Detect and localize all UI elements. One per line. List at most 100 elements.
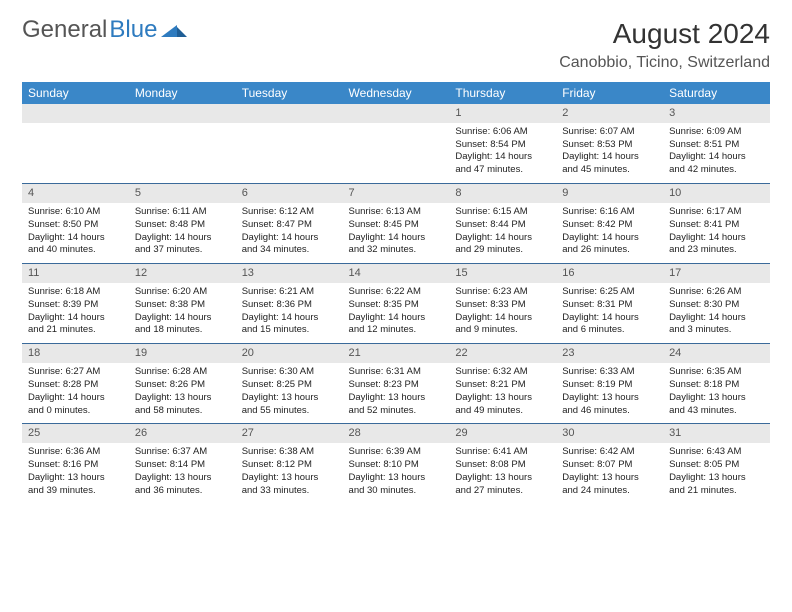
daylight-text: Daylight: 14 hours (242, 232, 337, 245)
sunset-text: Sunset: 8:14 PM (135, 459, 230, 472)
calendar-cell: 31Sunrise: 6:43 AMSunset: 8:05 PMDayligh… (663, 424, 770, 504)
cell-body: Sunrise: 6:39 AMSunset: 8:10 PMDaylight:… (343, 443, 450, 503)
sunrise-text: Sunrise: 6:31 AM (349, 366, 444, 379)
cell-body: Sunrise: 6:35 AMSunset: 8:18 PMDaylight:… (663, 363, 770, 423)
daylight-text: Daylight: 13 hours (242, 392, 337, 405)
daylight-text: and 47 minutes. (455, 164, 550, 177)
daylight-text: Daylight: 14 hours (28, 232, 123, 245)
daylight-text: and 6 minutes. (562, 324, 657, 337)
day-number: 12 (129, 264, 236, 283)
brand-mark-icon (161, 18, 187, 42)
calendar-cell: 27Sunrise: 6:38 AMSunset: 8:12 PMDayligh… (236, 424, 343, 504)
daylight-text: and 55 minutes. (242, 405, 337, 418)
sunset-text: Sunset: 8:30 PM (669, 299, 764, 312)
daylight-text: and 43 minutes. (669, 405, 764, 418)
sunset-text: Sunset: 8:41 PM (669, 219, 764, 232)
day-number: 14 (343, 264, 450, 283)
day-number: 26 (129, 424, 236, 443)
daylight-text: Daylight: 13 hours (669, 472, 764, 485)
daylight-text: Daylight: 14 hours (455, 312, 550, 325)
sunset-text: Sunset: 8:53 PM (562, 139, 657, 152)
day-number: 10 (663, 184, 770, 203)
calendar-cell: 4Sunrise: 6:10 AMSunset: 8:50 PMDaylight… (22, 184, 129, 264)
daylight-text: Daylight: 13 hours (455, 392, 550, 405)
daylight-text: Daylight: 13 hours (562, 392, 657, 405)
cell-body: Sunrise: 6:36 AMSunset: 8:16 PMDaylight:… (22, 443, 129, 503)
sunrise-text: Sunrise: 6:26 AM (669, 286, 764, 299)
daylight-text: Daylight: 13 hours (349, 472, 444, 485)
day-number: 16 (556, 264, 663, 283)
cell-body: Sunrise: 6:15 AMSunset: 8:44 PMDaylight:… (449, 203, 556, 263)
day-number: 13 (236, 264, 343, 283)
cell-body: Sunrise: 6:31 AMSunset: 8:23 PMDaylight:… (343, 363, 450, 423)
sunset-text: Sunset: 8:08 PM (455, 459, 550, 472)
sunset-text: Sunset: 8:35 PM (349, 299, 444, 312)
calendar-cell: 9Sunrise: 6:16 AMSunset: 8:42 PMDaylight… (556, 184, 663, 264)
daylight-text: Daylight: 14 hours (135, 232, 230, 245)
cell-body: Sunrise: 6:38 AMSunset: 8:12 PMDaylight:… (236, 443, 343, 503)
sunset-text: Sunset: 8:16 PM (28, 459, 123, 472)
calendar-cell: 8Sunrise: 6:15 AMSunset: 8:44 PMDaylight… (449, 184, 556, 264)
day-number: 23 (556, 344, 663, 363)
header: General Blue August 2024 Canobbio, Ticin… (22, 18, 770, 72)
calendar-cell: 23Sunrise: 6:33 AMSunset: 8:19 PMDayligh… (556, 344, 663, 424)
calendar-cell: 10Sunrise: 6:17 AMSunset: 8:41 PMDayligh… (663, 184, 770, 264)
sunrise-text: Sunrise: 6:12 AM (242, 206, 337, 219)
day-number: 25 (22, 424, 129, 443)
calendar-cell: 24Sunrise: 6:35 AMSunset: 8:18 PMDayligh… (663, 344, 770, 424)
day-number: 9 (556, 184, 663, 203)
calendar-cell: 18Sunrise: 6:27 AMSunset: 8:28 PMDayligh… (22, 344, 129, 424)
cell-body: Sunrise: 6:06 AMSunset: 8:54 PMDaylight:… (449, 123, 556, 183)
day-number: 30 (556, 424, 663, 443)
calendar-cell: 14Sunrise: 6:22 AMSunset: 8:35 PMDayligh… (343, 264, 450, 344)
sunrise-text: Sunrise: 6:25 AM (562, 286, 657, 299)
sunset-text: Sunset: 8:54 PM (455, 139, 550, 152)
day-number: 18 (22, 344, 129, 363)
sunrise-text: Sunrise: 6:32 AM (455, 366, 550, 379)
day-number: 27 (236, 424, 343, 443)
sunrise-text: Sunrise: 6:21 AM (242, 286, 337, 299)
day-number: 4 (22, 184, 129, 203)
day-header: Friday (556, 82, 663, 104)
sunrise-text: Sunrise: 6:09 AM (669, 126, 764, 139)
sunrise-text: Sunrise: 6:37 AM (135, 446, 230, 459)
cell-body: Sunrise: 6:12 AMSunset: 8:47 PMDaylight:… (236, 203, 343, 263)
sunset-text: Sunset: 8:51 PM (669, 139, 764, 152)
sunrise-text: Sunrise: 6:22 AM (349, 286, 444, 299)
calendar-week: 1Sunrise: 6:06 AMSunset: 8:54 PMDaylight… (22, 104, 770, 184)
sunset-text: Sunset: 8:44 PM (455, 219, 550, 232)
daylight-text: and 42 minutes. (669, 164, 764, 177)
sunrise-text: Sunrise: 6:42 AM (562, 446, 657, 459)
calendar-cell (129, 104, 236, 184)
calendar-cell: 2Sunrise: 6:07 AMSunset: 8:53 PMDaylight… (556, 104, 663, 184)
daylight-text: Daylight: 13 hours (135, 392, 230, 405)
day-number: 17 (663, 264, 770, 283)
daylight-text: Daylight: 14 hours (28, 312, 123, 325)
sunrise-text: Sunrise: 6:20 AM (135, 286, 230, 299)
cell-body: Sunrise: 6:37 AMSunset: 8:14 PMDaylight:… (129, 443, 236, 503)
sunrise-text: Sunrise: 6:17 AM (669, 206, 764, 219)
daylight-text: and 49 minutes. (455, 405, 550, 418)
sunset-text: Sunset: 8:45 PM (349, 219, 444, 232)
daylight-text: and 27 minutes. (455, 485, 550, 498)
daylight-text: and 30 minutes. (349, 485, 444, 498)
sunset-text: Sunset: 8:38 PM (135, 299, 230, 312)
calendar-week: 18Sunrise: 6:27 AMSunset: 8:28 PMDayligh… (22, 344, 770, 424)
daylight-text: and 34 minutes. (242, 244, 337, 257)
daylight-text: and 9 minutes. (455, 324, 550, 337)
sunset-text: Sunset: 8:48 PM (135, 219, 230, 232)
calendar-cell: 21Sunrise: 6:31 AMSunset: 8:23 PMDayligh… (343, 344, 450, 424)
sunset-text: Sunset: 8:42 PM (562, 219, 657, 232)
cell-body: Sunrise: 6:25 AMSunset: 8:31 PMDaylight:… (556, 283, 663, 343)
day-number: 28 (343, 424, 450, 443)
day-number: 29 (449, 424, 556, 443)
daylight-text: and 21 minutes. (669, 485, 764, 498)
cell-body: Sunrise: 6:26 AMSunset: 8:30 PMDaylight:… (663, 283, 770, 343)
calendar-cell: 12Sunrise: 6:20 AMSunset: 8:38 PMDayligh… (129, 264, 236, 344)
daylight-text: and 37 minutes. (135, 244, 230, 257)
sunset-text: Sunset: 8:18 PM (669, 379, 764, 392)
calendar-cell: 16Sunrise: 6:25 AMSunset: 8:31 PMDayligh… (556, 264, 663, 344)
cell-body: Sunrise: 6:43 AMSunset: 8:05 PMDaylight:… (663, 443, 770, 503)
sunrise-text: Sunrise: 6:15 AM (455, 206, 550, 219)
day-number: 5 (129, 184, 236, 203)
